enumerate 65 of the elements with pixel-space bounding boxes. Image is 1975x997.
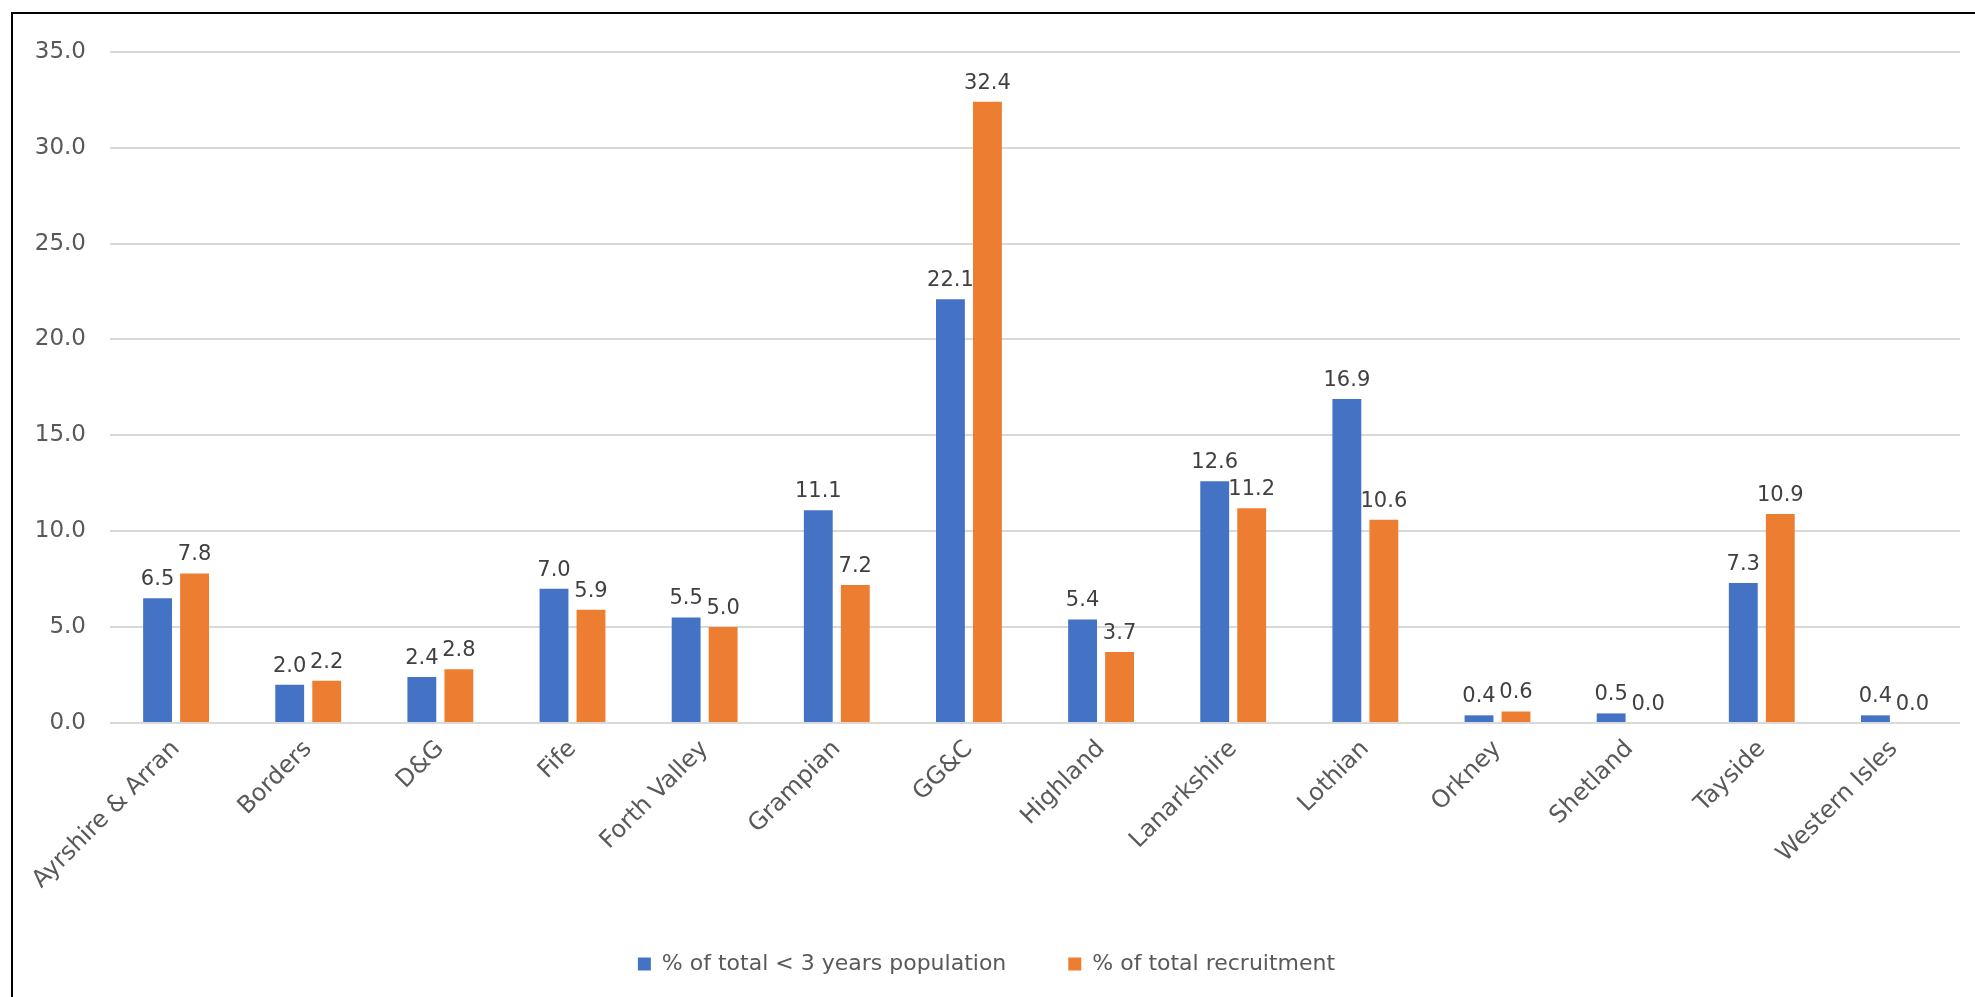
bar — [275, 684, 305, 722]
bar — [1068, 619, 1097, 722]
y-tick-label: 10.0 — [34, 516, 86, 543]
data-label: 5.5 — [669, 585, 703, 610]
data-label: 7.2 — [838, 552, 872, 577]
y-tick-label: 25.0 — [34, 228, 86, 255]
data-label: 2.2 — [310, 648, 344, 673]
bar — [576, 609, 606, 722]
data-label: 7.3 — [1726, 550, 1760, 575]
bar — [803, 510, 833, 722]
bar — [1728, 583, 1758, 722]
data-label: 2.8 — [442, 637, 476, 662]
data-label: 7.0 — [537, 556, 571, 581]
bar — [936, 299, 965, 722]
y-tick-label: 15.0 — [34, 420, 86, 447]
bar — [1464, 715, 1494, 722]
data-label: 5.9 — [574, 577, 608, 602]
data-label: 10.6 — [1360, 487, 1408, 512]
data-label: 22.1 — [927, 267, 974, 292]
bar — [1200, 481, 1230, 722]
bar — [312, 680, 342, 722]
bar — [1105, 652, 1134, 722]
data-label: 0.4 — [1462, 683, 1496, 708]
bar — [1596, 713, 1626, 722]
x-tick-label: Fife — [531, 734, 582, 784]
data-label: 12.6 — [1191, 449, 1239, 474]
data-label: 0.5 — [1594, 681, 1628, 706]
data-label: 3.7 — [1102, 620, 1137, 644]
bar — [671, 617, 701, 722]
bar — [708, 627, 738, 722]
bar — [973, 101, 1002, 722]
y-tick-label: 5.0 — [49, 612, 86, 639]
data-label: 0.6 — [1499, 679, 1533, 704]
y-tick-label: 35.0 — [34, 36, 86, 63]
bar — [1765, 513, 1795, 722]
bar — [1501, 711, 1531, 722]
data-label: 0.0 — [1895, 690, 1930, 715]
bar — [539, 588, 569, 722]
data-label: 2.0 — [273, 652, 307, 677]
bar — [1369, 519, 1399, 722]
data-label: 11.2 — [1228, 476, 1276, 501]
data-label: 2.4 — [405, 644, 439, 669]
legend-label: % of total < 3 years population — [661, 949, 1007, 975]
data-label: 10.9 — [1756, 481, 1804, 506]
y-tick-label: 20.0 — [34, 324, 86, 351]
bar — [1237, 508, 1267, 722]
bar — [180, 573, 209, 722]
data-label: 16.9 — [1323, 366, 1371, 391]
bar — [143, 598, 172, 722]
data-label: 0.0 — [1631, 690, 1665, 715]
data-label: 32.4 — [964, 69, 1011, 94]
data-label: 7.8 — [177, 541, 212, 566]
data-label: 6.5 — [140, 566, 175, 591]
y-tick-label: 30.0 — [34, 132, 86, 159]
data-label: 5.4 — [1065, 587, 1100, 612]
bar — [407, 676, 437, 722]
bar — [840, 584, 870, 722]
bar — [1861, 715, 1890, 722]
data-label: 5.0 — [706, 595, 740, 620]
data-label: 0.4 — [1858, 683, 1893, 708]
y-tick-label: 0.0 — [49, 707, 86, 734]
legend-label: % of total recruitment — [1092, 949, 1336, 975]
bar — [1332, 398, 1362, 722]
data-label: 11.1 — [794, 478, 842, 503]
bar — [444, 669, 474, 722]
